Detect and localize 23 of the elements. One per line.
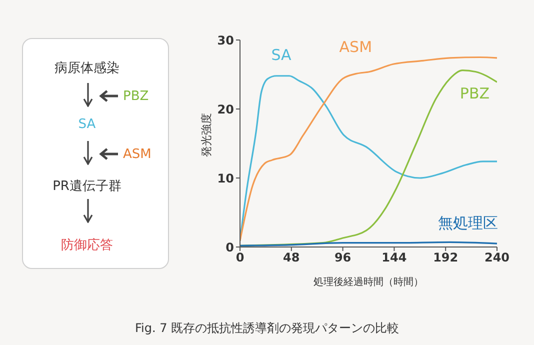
text: 病原体感染: [54, 60, 120, 77]
text: PR遺伝子群: [52, 178, 122, 195]
x-tick-label: 240: [484, 250, 510, 265]
x-tick-label: 0: [236, 250, 244, 265]
x-tick-label: 192: [433, 250, 458, 265]
text: 防御応答: [60, 237, 114, 254]
x-axis-title: 処理後経過時間（時間）: [314, 276, 424, 288]
x-tick-label: 96: [334, 250, 352, 265]
text: ASM: [123, 147, 152, 162]
series-label: 無処理区: [438, 214, 498, 232]
x-tick-label: 48: [283, 250, 300, 265]
text: SA: [77, 117, 97, 132]
text: PBZ: [123, 89, 150, 104]
x-tick-label: 144: [382, 250, 407, 265]
y-tick-label: 30: [217, 33, 234, 48]
series-label: ASM: [339, 38, 372, 56]
caption: Fig. 7 既存の抵抗性誘導剤の発現パターンの比較: [134, 320, 400, 337]
y-tick-label: 20: [217, 102, 234, 116]
y-tick-label: 0: [226, 240, 234, 254]
series-label: SA: [271, 46, 292, 64]
series-label: PBZ: [460, 84, 490, 102]
y-tick-label: 10: [217, 171, 234, 186]
y-axis-title: 発光強度: [199, 112, 214, 159]
